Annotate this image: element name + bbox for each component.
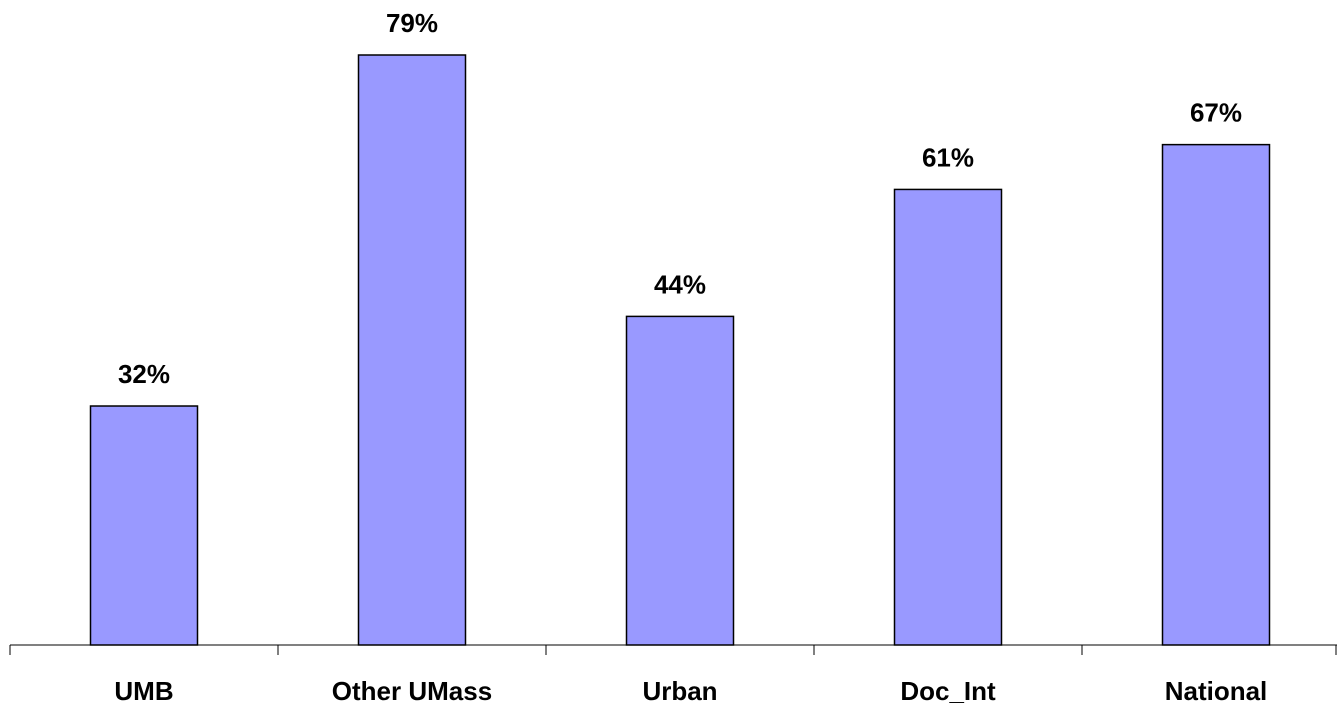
x-tick-label: National bbox=[1165, 676, 1268, 706]
x-tick-label: Doc_Int bbox=[900, 676, 996, 706]
bar bbox=[625, 315, 735, 646]
bar bbox=[1161, 143, 1271, 646]
value-label: 44% bbox=[654, 269, 706, 299]
value-label: 32% bbox=[118, 359, 170, 389]
value-label: 61% bbox=[922, 142, 974, 172]
value-label: 67% bbox=[1190, 97, 1242, 127]
x-tick-label: UMB bbox=[114, 676, 173, 706]
value-label: 79% bbox=[386, 8, 438, 38]
bar bbox=[893, 188, 1003, 646]
x-tick-label: Urban bbox=[642, 676, 717, 706]
bar bbox=[357, 54, 467, 646]
bar bbox=[89, 405, 199, 646]
x-tick-label: Other UMass bbox=[332, 676, 492, 706]
